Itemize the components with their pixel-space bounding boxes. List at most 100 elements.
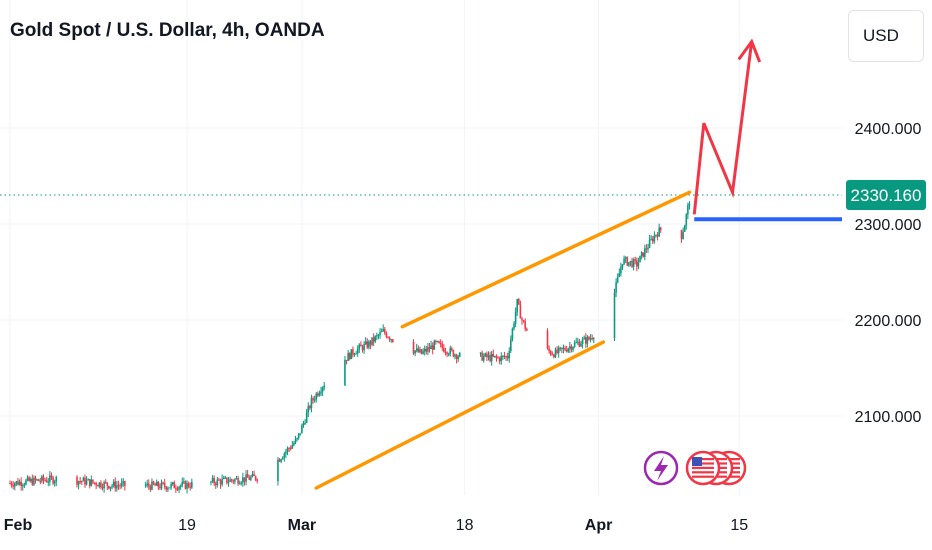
candle-body [104,482,107,484]
candle-body [93,482,96,484]
candle-body [42,476,45,481]
candle-body [505,356,507,358]
candle-body [44,480,46,482]
candle-body [366,341,369,348]
candle-body [482,356,485,361]
candle-body [518,298,520,305]
candle-body [680,230,683,239]
candle-body [659,227,662,231]
candle-body [33,477,35,485]
candle-body [184,481,187,489]
candle-body [176,488,179,490]
candle-body [390,339,393,341]
candle-body [254,476,257,480]
x-tick-label: Mar [288,517,316,534]
candle-body [167,488,169,490]
candle-body [103,482,105,489]
candle-body [584,337,587,344]
candle-body [688,203,691,206]
candle-body [160,482,163,489]
us-flag-event-icon [685,450,721,486]
candle-body [307,406,310,413]
candle-body [87,479,89,481]
candle-body [224,477,227,479]
candle-body [232,480,235,482]
candle-body [157,481,160,487]
candle-body [573,342,576,347]
candle-body [559,347,562,349]
candle-body [618,273,621,278]
candle-body [353,354,356,356]
flag-stripe [692,462,714,465]
candle-body [637,262,640,267]
candle-body [155,481,158,486]
candle-body [235,478,238,480]
candle-body [369,341,372,345]
candle-body [487,355,490,358]
candle-body [521,318,523,321]
candle-body [511,328,514,340]
projection-arrowhead [737,38,762,63]
candle-body [458,352,461,357]
candle-body [455,354,458,359]
candle-body [570,346,573,350]
candle-body [302,422,305,426]
candle-body [636,260,638,267]
candle-body [242,477,244,483]
candle-body [685,214,688,226]
candle-body [114,481,117,489]
x-tick-label: 18 [456,517,474,534]
candle-body [623,258,625,265]
candle-body [109,486,112,489]
candle-body [82,477,85,482]
candle-body [377,335,380,337]
candle-body [124,481,126,486]
candle-body [222,477,225,479]
currency-selector[interactable]: USD [848,10,924,62]
candle-body [613,292,616,339]
candle-body [238,483,241,485]
candle-body [651,238,654,242]
candle-body [49,475,51,482]
candle-body [245,474,247,482]
candle-body [50,475,53,478]
candle-body [363,344,365,351]
candle-body [304,422,306,424]
candle-body [88,479,91,486]
candle-body [10,483,13,486]
candle-body [149,486,152,490]
candle-body [226,477,228,483]
candle-body [586,336,589,344]
candle-body [106,482,109,486]
candle-body [449,348,452,355]
candle-body [514,311,517,324]
candle-body [85,480,88,485]
candle-body [52,477,54,484]
candle-body [321,387,324,392]
candle-body [229,479,231,482]
candle-body [454,354,456,357]
x-tick-label: 15 [730,517,748,534]
candle-body [374,336,377,342]
candle-body [569,346,571,349]
candle-body [382,329,385,332]
candle-body [486,353,488,358]
candle-body [246,474,249,478]
candle-body [423,348,426,352]
candle-body [90,479,93,486]
candle-body [554,349,557,358]
candle-body [285,451,287,454]
candle-body [524,321,526,329]
candle-body [79,481,81,483]
candle-body [221,478,223,485]
candle-body [415,348,418,351]
candle-body [76,476,78,485]
candle-body [419,349,421,353]
candle-body [250,476,252,480]
candle-body [433,340,436,350]
candle-body [653,235,656,242]
candle-body [291,445,294,449]
candle-body [494,355,496,357]
candle-body [77,481,80,485]
